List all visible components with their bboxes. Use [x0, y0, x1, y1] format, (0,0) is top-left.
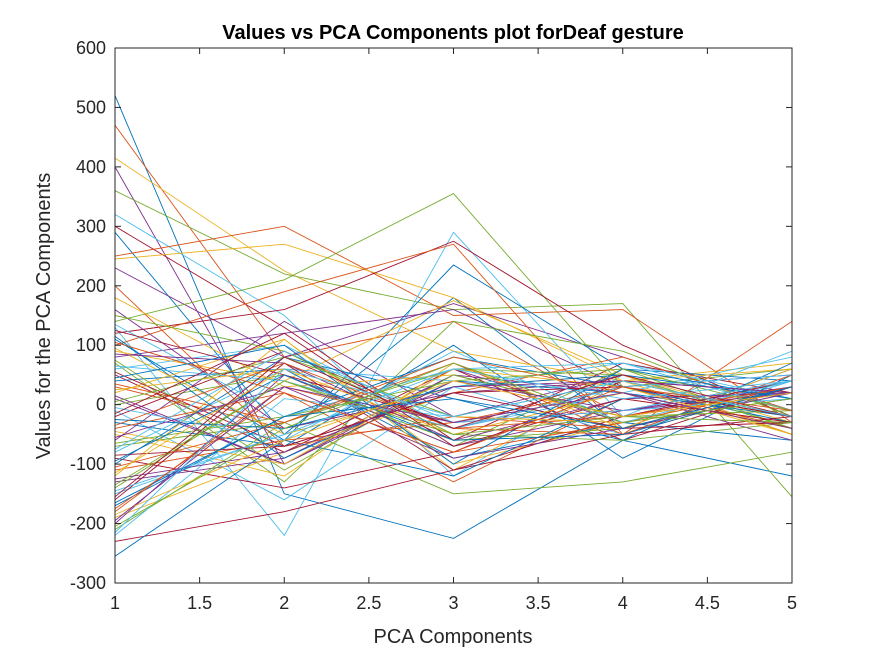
y-tick-label: 100 — [76, 335, 106, 355]
series-line-64 — [114, 344, 793, 465]
x-tick-label: 1.5 — [187, 593, 212, 613]
y-axis: -300 -200 -100 0 100 200 300 400 500 600 — [70, 38, 792, 593]
x-tick-label: 3 — [448, 593, 458, 613]
y-tick-label: 300 — [76, 216, 106, 236]
x-axis: 1 1.5 2 2.5 3 3.5 4 4.5 5 — [110, 48, 797, 613]
series-line-87 — [114, 380, 793, 516]
x-tick-label: 4 — [618, 593, 628, 613]
series-line-77 — [114, 386, 793, 456]
series-line-33 — [114, 422, 793, 495]
series-line-89 — [114, 362, 793, 527]
series-line-17 — [114, 300, 793, 423]
x-tick-label: 4.5 — [695, 593, 720, 613]
x-tick-label: 1 — [110, 593, 120, 613]
series-line-29 — [114, 344, 793, 459]
y-tick-label: 600 — [76, 38, 106, 58]
y-tick-label: 200 — [76, 276, 106, 296]
y-tick-label: 400 — [76, 157, 106, 177]
y-axis-title: Values for the PCA Components — [33, 173, 55, 459]
series-line-84 — [114, 356, 793, 498]
series-line-88 — [114, 386, 793, 521]
x-tick-label: 5 — [787, 593, 797, 613]
series-line-82 — [114, 380, 793, 486]
x-axis-title: PCA Components — [374, 626, 533, 648]
series-line-9 — [114, 225, 793, 423]
series-line-49 — [114, 416, 793, 542]
y-tick-label: -100 — [70, 454, 106, 474]
series-line-14 — [114, 240, 793, 418]
y-tick-label: -200 — [70, 514, 106, 534]
x-tick-label: 3.5 — [526, 593, 551, 613]
x-tick-label: 2 — [279, 593, 289, 613]
series-layer — [114, 95, 793, 557]
series-line-90 — [114, 368, 793, 533]
x-tick-label: 2.5 — [356, 593, 381, 613]
y-tick-label: 500 — [76, 97, 106, 117]
y-tick-label: -300 — [70, 573, 106, 593]
chart-title: Values vs PCA Components plot forDeaf ge… — [222, 22, 684, 44]
y-tick-label: 0 — [96, 395, 106, 415]
